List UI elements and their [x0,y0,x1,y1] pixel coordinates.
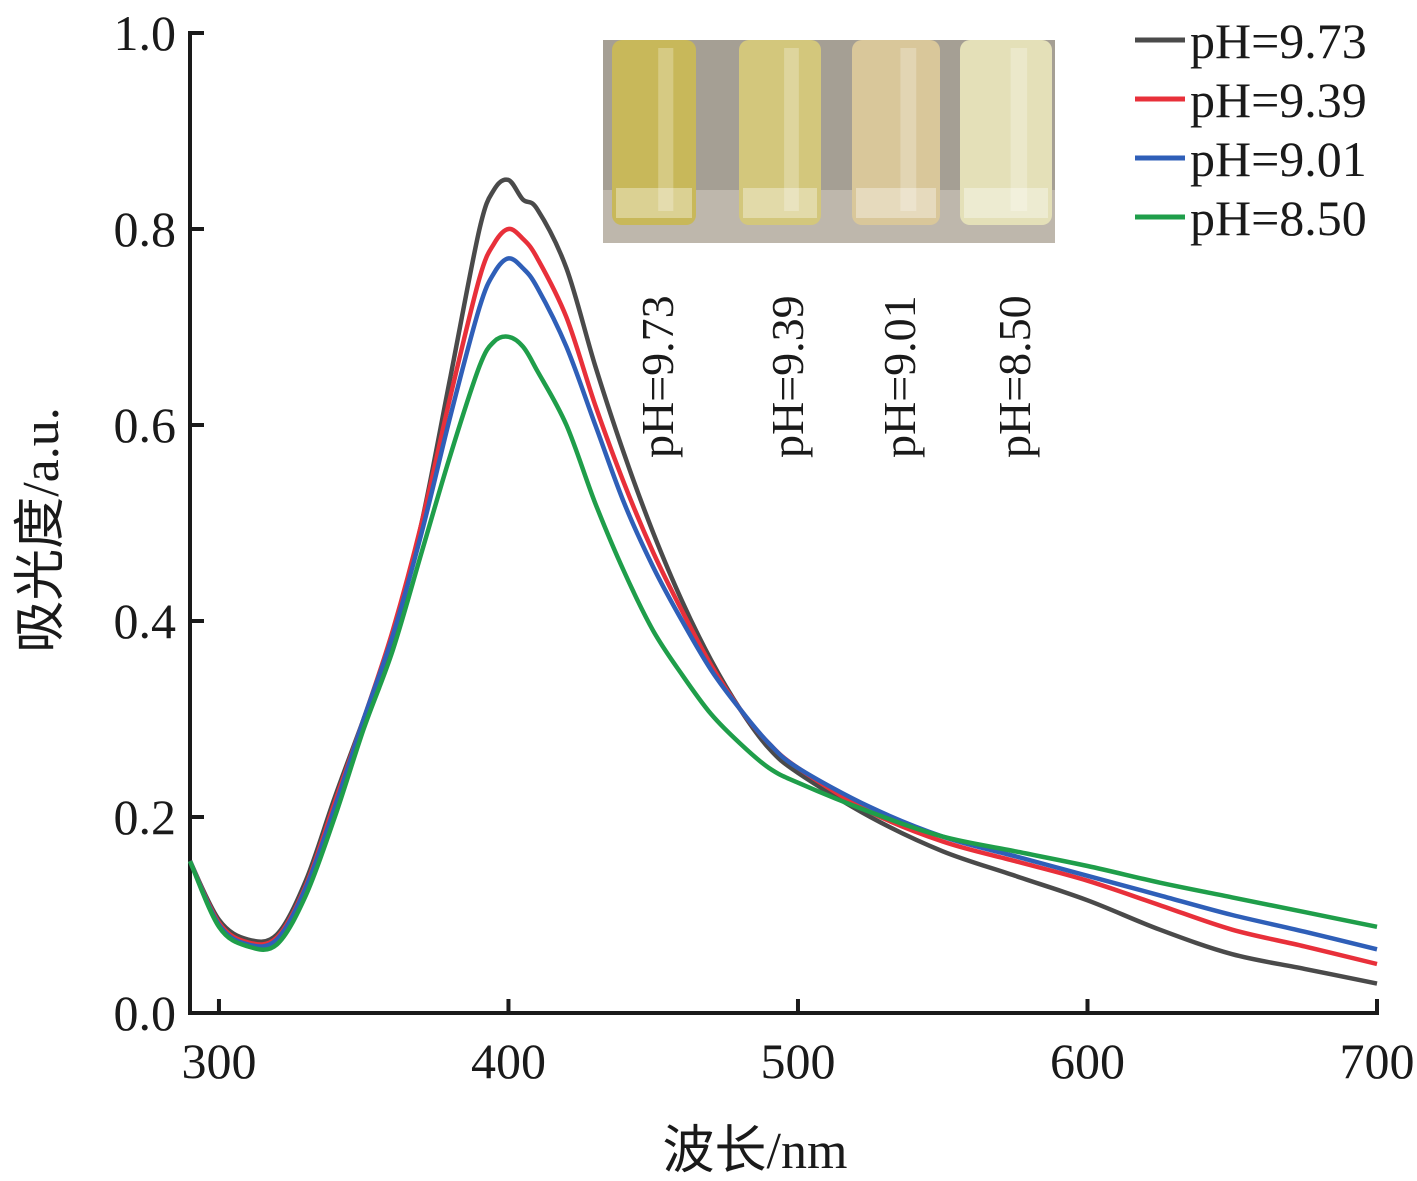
legend-label: pH=8.50 [1190,190,1367,246]
x-tick-label: 700 [1340,1033,1415,1089]
vial [852,40,940,225]
x-axis-title: 波长/nm [663,1123,848,1180]
vial-photo-inset [603,40,1055,243]
y-tick-label: 0.4 [114,593,177,649]
vial-label: pH=8.50 [989,295,1040,458]
x-tick-label: 500 [760,1033,835,1089]
vial-label: pH=9.39 [762,295,813,458]
y-tick-label: 0.0 [114,985,177,1041]
vial-highlight [784,48,799,211]
vial-highlight [1010,48,1028,211]
vial [960,40,1052,225]
vial-base [964,188,1048,218]
vial [739,40,821,225]
y-tick-label: 0.8 [114,201,177,257]
legend-label: pH=9.01 [1190,131,1367,187]
spectrum-curves [187,177,1378,986]
vial-base [856,188,936,218]
vial-labels: pH=9.73 pH=9.39 pH=9.01 pH=8.50 [632,295,1040,458]
vial-label: pH=9.01 [874,295,925,458]
series-line-pH850 [187,334,1378,952]
x-tick-label: 300 [181,1033,256,1089]
x-tick-label: 600 [1050,1033,1125,1089]
legend-label: pH=9.39 [1190,72,1367,128]
y-tick-label: 0.2 [114,789,177,845]
axes: 0.0 0.2 0.4 0.6 0.8 1.0 300 400 500 600 700 [114,5,1415,1089]
vial-highlight [658,48,674,211]
y-axis-title: 吸光度/a.u. [13,407,70,653]
legend-label: pH=9.73 [1190,13,1367,69]
x-tick-label: 400 [471,1033,546,1089]
y-tick-label: 0.6 [114,397,177,453]
vial-label: pH=9.73 [632,295,683,458]
vial [612,40,696,225]
series-line-pH901 [187,256,1378,952]
vial-base [743,188,817,218]
y-tick-label: 1.0 [114,5,177,61]
vial-highlight [900,48,917,211]
vial-base [616,188,692,218]
